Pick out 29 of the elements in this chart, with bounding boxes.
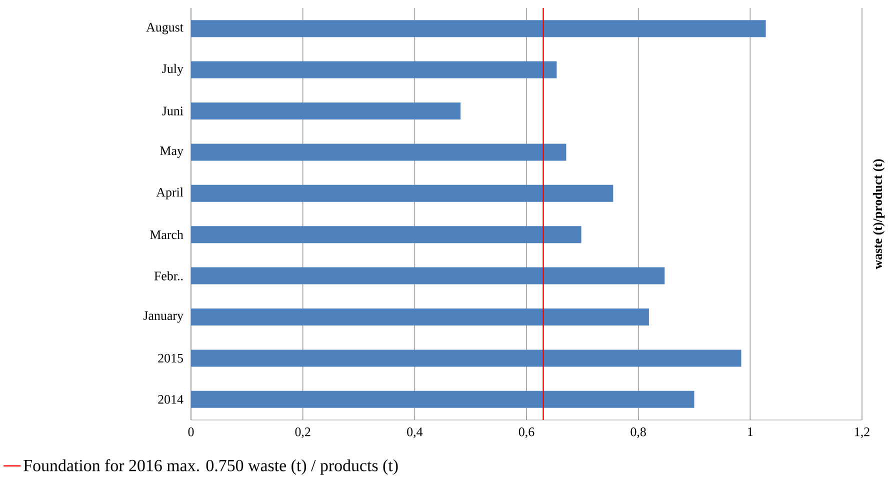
bar (191, 390, 694, 408)
bar (191, 267, 665, 284)
x-tick-label: 0,6 (518, 428, 534, 438)
y-tick-label: May (160, 146, 184, 158)
y-tick-label: January (143, 311, 184, 323)
bar (191, 308, 649, 326)
bar (191, 61, 557, 78)
y-tick-label: 2015 (158, 354, 183, 363)
y-tick-label: August (146, 22, 184, 34)
x-tick-label: 1,2 (855, 428, 870, 438)
x-tick-label: 1 (748, 428, 753, 436)
y-tick-label: Juni (162, 106, 184, 116)
bar (191, 226, 582, 244)
x-tick-label: 0,8 (630, 428, 646, 438)
legend-label: Foundation for 2016 max. 0.750 waste (t) / products (t) (24, 459, 398, 475)
x-tick-label: 0,4 (407, 428, 423, 438)
x-tick-label: 0 (188, 428, 194, 436)
bar (191, 350, 742, 367)
y-tick-label: March (150, 230, 184, 240)
y-tick-label: April (156, 188, 184, 200)
y-tick-label: Febr.. (154, 271, 183, 280)
y-tick-label: 2014 (158, 395, 184, 404)
bar (191, 20, 766, 38)
bar (191, 102, 461, 120)
y-axis-title: waste (t)/product (t) (872, 159, 885, 270)
y-tick-label: July (162, 64, 184, 76)
bar (191, 144, 566, 161)
bar (191, 184, 614, 202)
x-tick-label: 0,2 (295, 428, 310, 438)
